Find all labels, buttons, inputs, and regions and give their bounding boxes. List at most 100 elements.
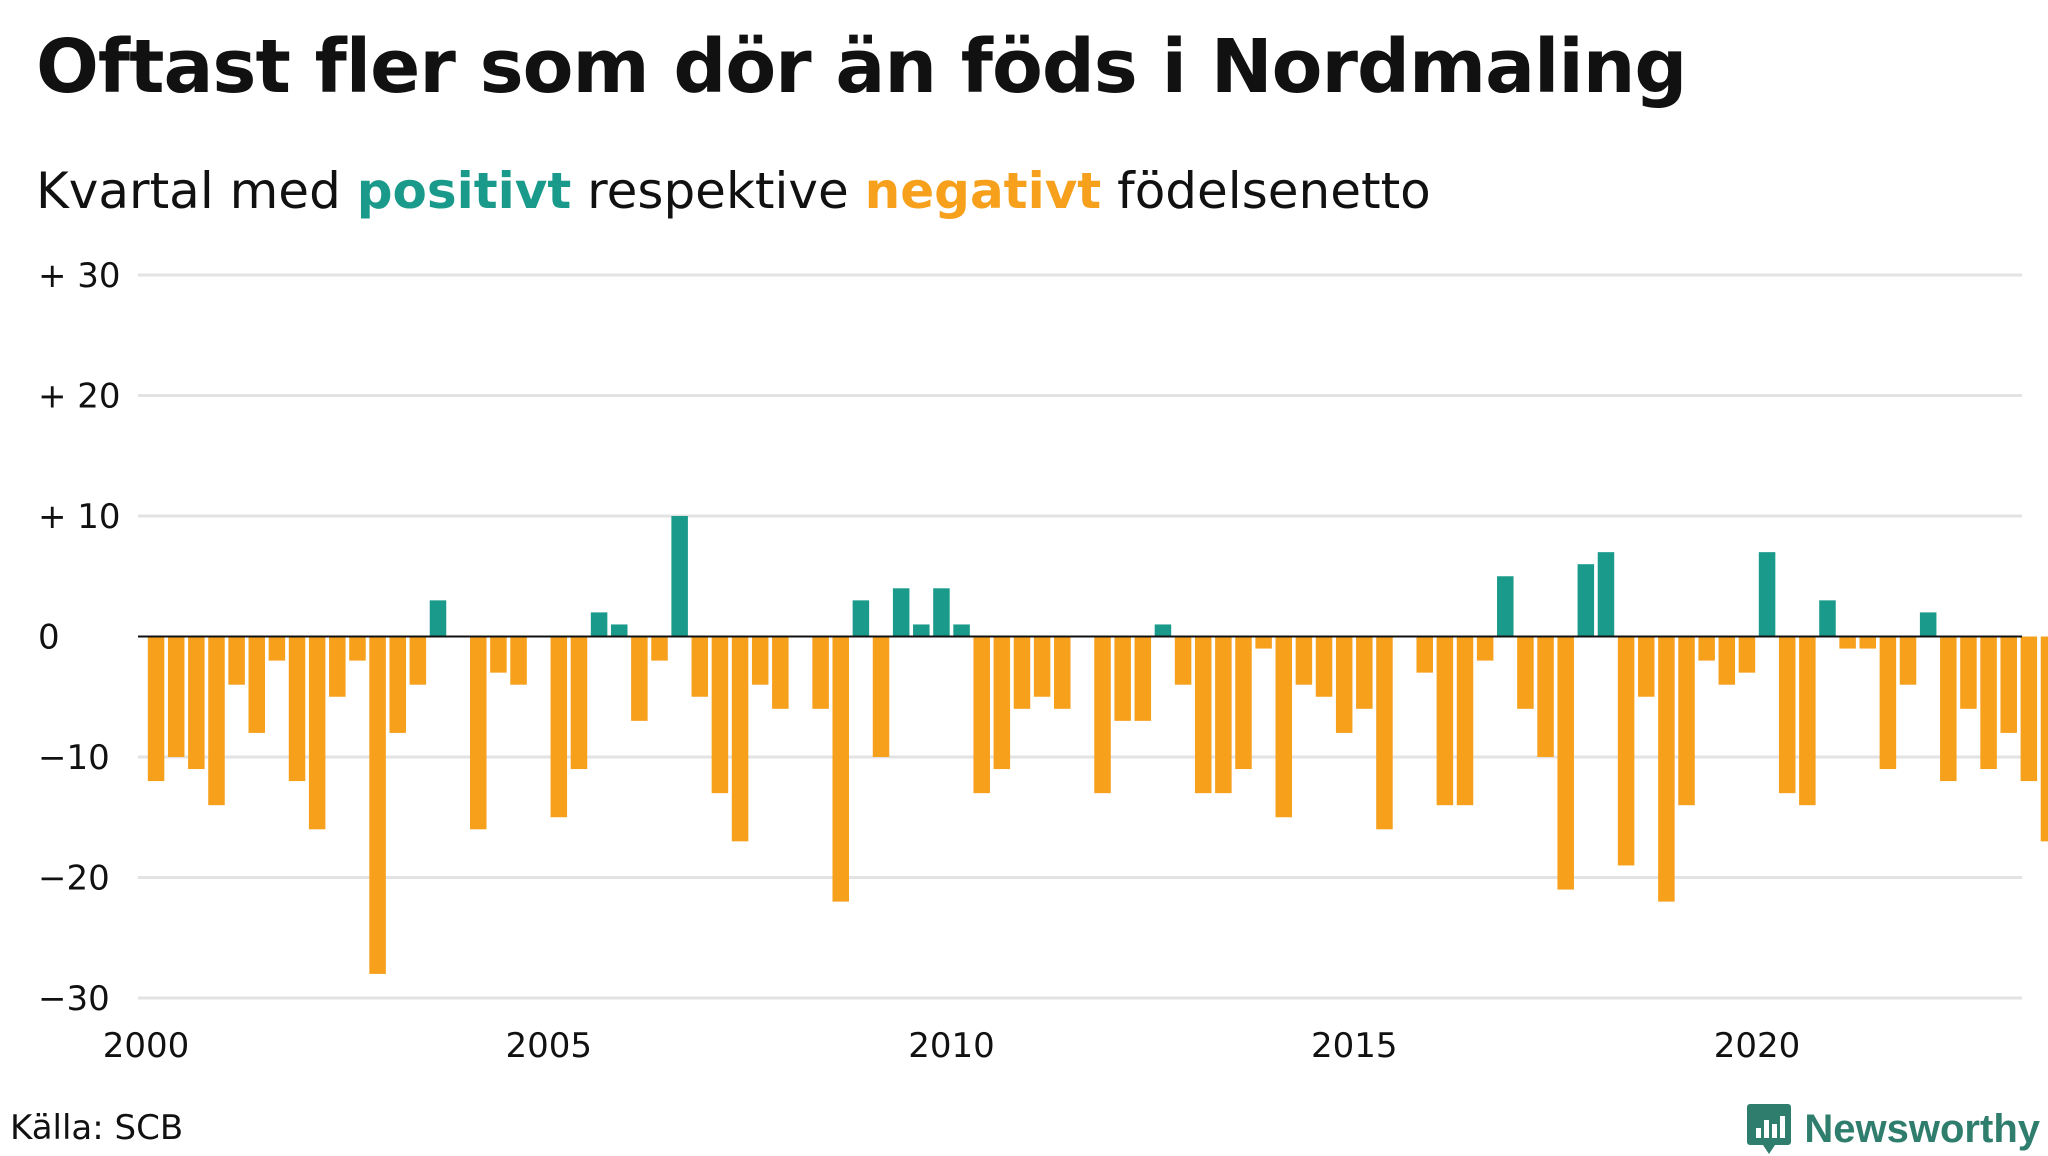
bar <box>973 636 990 794</box>
y-tick-label: −30 <box>38 979 110 1019</box>
bar <box>933 588 950 637</box>
bar <box>1980 636 1997 770</box>
bar <box>913 624 930 637</box>
bar <box>751 636 769 685</box>
bar <box>1597 552 1615 637</box>
bar <box>1879 636 1897 770</box>
bar <box>772 636 789 709</box>
bar <box>1174 636 1192 685</box>
y-tick-label: + 10 <box>38 497 121 537</box>
bar <box>812 636 829 709</box>
bar <box>651 636 668 661</box>
chart-subtitle: Kvartal med positivt respektive negativt… <box>36 162 1431 220</box>
bar <box>852 600 870 637</box>
bar <box>349 636 366 661</box>
bar <box>510 636 527 685</box>
bar <box>1114 636 1131 721</box>
bar <box>1637 636 1655 697</box>
bar <box>1919 612 1937 637</box>
x-tick-label: 2015 <box>1311 1026 1398 1066</box>
bar <box>389 636 406 733</box>
bar <box>832 636 850 902</box>
bar <box>1335 636 1353 733</box>
bar <box>1537 636 1554 757</box>
bar <box>1839 636 1856 649</box>
subtitle-middle: respektive <box>571 162 865 220</box>
y-tick-label: + 30 <box>38 256 121 296</box>
bar <box>288 636 306 782</box>
bar <box>1053 636 1071 709</box>
bar <box>1094 636 1111 794</box>
bar <box>590 612 608 637</box>
bar <box>711 636 729 794</box>
bar <box>1899 636 1917 685</box>
bar <box>550 636 568 818</box>
bar <box>1678 636 1695 806</box>
bar <box>1194 636 1212 794</box>
x-tick-label: 2005 <box>505 1026 592 1066</box>
bar <box>953 624 970 637</box>
bar <box>2040 636 2048 842</box>
bar <box>610 624 628 637</box>
bar <box>1859 636 1877 649</box>
bar <box>1758 552 1776 637</box>
bar <box>1416 636 1433 673</box>
source-note: Källa: SCB <box>10 1108 184 1148</box>
bar <box>208 636 225 806</box>
subtitle-negative-label: negativt <box>864 162 1102 220</box>
bar <box>490 636 507 673</box>
bar <box>1013 636 1031 709</box>
bar <box>691 636 709 697</box>
bar <box>1819 600 1836 637</box>
bar <box>1617 636 1635 866</box>
subtitle-positive-label: positivt <box>356 162 572 220</box>
bar <box>1033 636 1051 697</box>
bar <box>1154 624 1172 637</box>
x-tick-label: 2020 <box>1714 1026 1801 1066</box>
bar-chart: + 30 + 20 + 10 0 −10 −20 −30 2000 2005 2010 2015 20… <box>38 256 2048 1066</box>
subtitle-prefix: Kvartal med <box>36 162 357 220</box>
bar <box>268 636 286 661</box>
bar <box>1658 636 1675 902</box>
bar <box>1295 636 1313 685</box>
bar <box>1960 636 1977 709</box>
bar <box>1497 576 1514 637</box>
bar <box>1718 636 1736 685</box>
bar <box>1376 636 1393 830</box>
bar <box>188 636 205 770</box>
bar <box>1356 636 1373 709</box>
bar <box>1456 636 1474 806</box>
bar <box>1778 636 1796 794</box>
bar <box>1517 636 1534 709</box>
bar <box>228 636 245 685</box>
brand-name: Newsworthy <box>1804 1106 2040 1151</box>
bar <box>1698 636 1715 661</box>
bar <box>1476 636 1494 661</box>
bar <box>1134 636 1152 721</box>
bar <box>1215 636 1232 794</box>
bar <box>1275 636 1293 818</box>
bar <box>470 636 487 830</box>
chart-title: Oftast fler som dör än föds i Nordmaling <box>36 24 1687 110</box>
y-tick-label: + 20 <box>38 377 121 417</box>
bar <box>1738 636 1756 673</box>
bar <box>1255 636 1272 649</box>
bar <box>1436 636 1454 806</box>
bar <box>308 636 326 830</box>
bar <box>872 636 890 757</box>
bar <box>369 636 386 974</box>
bar <box>147 636 165 782</box>
y-tick-label: −10 <box>38 738 110 778</box>
brand-logo: Newsworthy <box>1746 1102 2040 1156</box>
bar <box>570 636 588 770</box>
x-tick-label: 2000 <box>103 1026 190 1066</box>
bar <box>1557 636 1574 890</box>
bar <box>2000 636 2017 733</box>
bar <box>1799 636 1816 806</box>
newsworthy-icon <box>1747 1104 1792 1154</box>
bar <box>329 636 346 697</box>
bar <box>631 636 648 721</box>
y-tick-label: 0 <box>38 618 60 658</box>
bar <box>2020 636 2038 782</box>
bar <box>1315 636 1333 697</box>
